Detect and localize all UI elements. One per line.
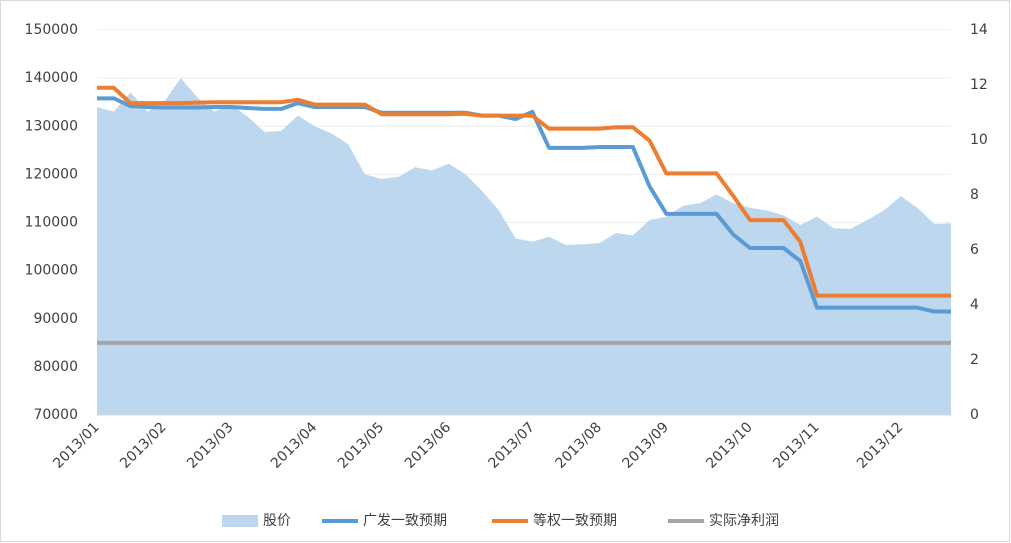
y2-tick-label: 12 — [970, 77, 988, 93]
y-tick-label: 100000 — [25, 263, 78, 279]
y2-tick-label: 8 — [970, 187, 979, 203]
legend-label: 实际净利润 — [709, 513, 779, 529]
y-tick-label: 150000 — [25, 22, 78, 38]
y-tick-label: 90000 — [33, 311, 78, 327]
legend-label: 广发一致预期 — [363, 513, 447, 529]
legend-label: 等权一致预期 — [533, 512, 617, 529]
line — [97, 85, 951, 298]
y-tick-label: 120000 — [25, 166, 78, 182]
y2-tick-label: 6 — [970, 242, 979, 258]
y-tick-label: 130000 — [25, 118, 78, 134]
y-tick-label: 70000 — [33, 407, 78, 423]
legend-swatch — [222, 515, 258, 527]
y2-tick-label: 4 — [970, 297, 979, 313]
y-tick-label: 140000 — [25, 70, 78, 86]
y2-tick-label: 2 — [970, 352, 979, 368]
y2-tick-label: 0 — [970, 407, 979, 423]
y-tick-label: 110000 — [25, 215, 78, 231]
legend-label: 股价 — [263, 513, 291, 529]
y-tick-label: 80000 — [33, 359, 78, 375]
area — [97, 78, 951, 415]
y2-tick-label: 10 — [970, 132, 988, 148]
y2-tick-label: 14 — [970, 22, 988, 38]
